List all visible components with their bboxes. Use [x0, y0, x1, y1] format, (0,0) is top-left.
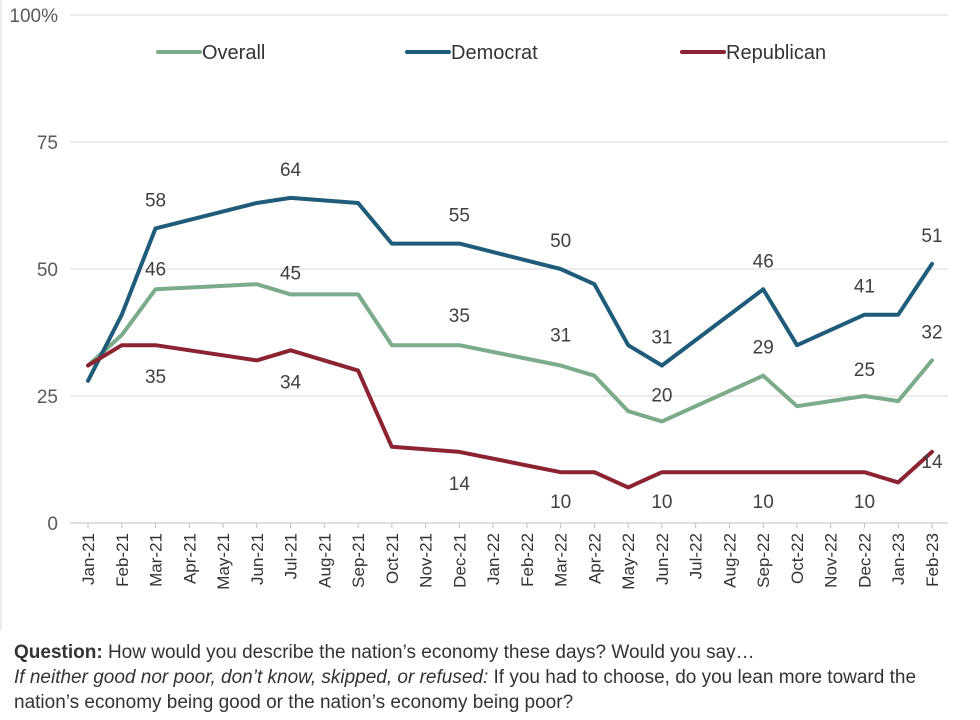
data-label-democrat: 64 [280, 160, 302, 181]
x-axis-ticks: Jan-21 Feb-21 Mar-21 Apr-21 May-21 Jun-21 Jul-… [79, 523, 942, 590]
x-tick-label: Aug-22 [720, 533, 739, 588]
data-label-overall: 32 [921, 322, 942, 343]
y-tick-label: 25 [37, 387, 58, 408]
line-chart: 0 25 50 75 100% Jan-21 Feb-21 Mar-21 Apr-21 May-… [0, 0, 948, 630]
x-tick-label: Jul-22 [687, 533, 706, 579]
followup-text: If you had to choose, do you lean more t… [14, 667, 917, 713]
x-tick-label: Apr-22 [585, 533, 604, 584]
y-tick-label: 0 [47, 514, 58, 535]
gridlines [0, 0, 948, 630]
y-axis-ticks: 0 25 50 75 100% [9, 6, 58, 535]
data-label-overall: 45 [280, 263, 301, 284]
data-label-democrat: 51 [921, 226, 942, 247]
legend-label-overall: Overall [202, 42, 265, 64]
x-tick-label: Mar-22 [552, 533, 571, 587]
data-label-republican: 14 [449, 474, 471, 495]
question-line: Question: How would you describe the nat… [14, 640, 954, 665]
data-label-overall: 46 [145, 259, 166, 280]
x-tick-label: Jun-21 [248, 533, 267, 585]
y-tick-label: 50 [37, 260, 58, 281]
y-tick-label: 100% [9, 6, 58, 27]
question-note: Question: How would you describe the nat… [14, 640, 954, 715]
x-tick-label: Feb-23 [923, 533, 942, 587]
data-label-overall: 20 [651, 385, 672, 406]
data-label-overall: 25 [854, 360, 875, 381]
data-label-republican: 34 [280, 372, 302, 393]
x-tick-label: Sep-22 [754, 533, 773, 588]
x-tick-label: May-21 [214, 533, 233, 590]
x-tick-label: Sep-21 [349, 533, 368, 588]
question-label: Question: [14, 642, 103, 663]
x-tick-label: Jan-22 [484, 533, 503, 585]
data-label-republican: 14 [921, 452, 943, 473]
x-tick-label: Dec-22 [855, 533, 874, 588]
question-text: How would you describe the nation’s econ… [102, 642, 755, 663]
followup-line: If neither good nor poor, don’t know, sk… [14, 665, 954, 715]
x-tick-label: Jul-21 [282, 533, 301, 579]
x-tick-label: May-22 [619, 533, 638, 590]
data-label-democrat: 55 [449, 206, 470, 227]
series-lines [86, 195, 934, 490]
series-line-overall [86, 282, 934, 424]
data-label-democrat: 50 [550, 231, 571, 252]
data-label-democrat: 58 [145, 190, 166, 211]
x-tick-label: Mar-21 [147, 533, 166, 587]
x-tick-label: Jan-21 [79, 533, 98, 585]
data-label-republican: 10 [651, 492, 672, 513]
data-label-republican: 10 [854, 492, 875, 513]
x-tick-label: Dec-21 [450, 533, 469, 588]
x-tick-label: Jan-23 [889, 533, 908, 585]
data-label-overall: 31 [550, 326, 571, 347]
data-label-republican: 10 [550, 492, 571, 513]
legend-label-democrat: Democrat [451, 42, 538, 64]
y-tick-label: 75 [37, 133, 58, 154]
x-tick-label: Nov-21 [417, 533, 436, 588]
legend-label-republican: Republican [726, 42, 826, 64]
x-tick-label: Feb-22 [518, 533, 537, 587]
x-tick-label: Feb-21 [113, 533, 132, 587]
data-label-republican: 35 [145, 367, 166, 388]
x-tick-label: Oct-21 [383, 533, 402, 584]
x-tick-label: Jun-22 [653, 533, 672, 585]
series-line-republican [86, 343, 934, 490]
data-labels: 46 45 35 31 20 29 25 32 58 64 55 50 31 46 41 51 35 34 14 10… [145, 160, 943, 513]
x-tick-label: Aug-21 [315, 533, 334, 588]
data-label-democrat: 46 [753, 251, 774, 272]
followup-label: If neither good nor poor, don’t know, sk… [14, 667, 489, 688]
data-label-democrat: 41 [854, 277, 875, 298]
x-tick-label: Oct-22 [788, 533, 807, 584]
legend: Overall Democrat Republican [156, 42, 826, 64]
x-tick-label: Nov-22 [822, 533, 841, 588]
data-label-republican: 10 [753, 492, 774, 513]
series-line-democrat [86, 195, 934, 383]
data-label-overall: 35 [449, 306, 470, 327]
data-label-democrat: 31 [651, 328, 672, 349]
data-label-overall: 29 [753, 338, 774, 359]
x-tick-label: Apr-21 [180, 533, 199, 584]
